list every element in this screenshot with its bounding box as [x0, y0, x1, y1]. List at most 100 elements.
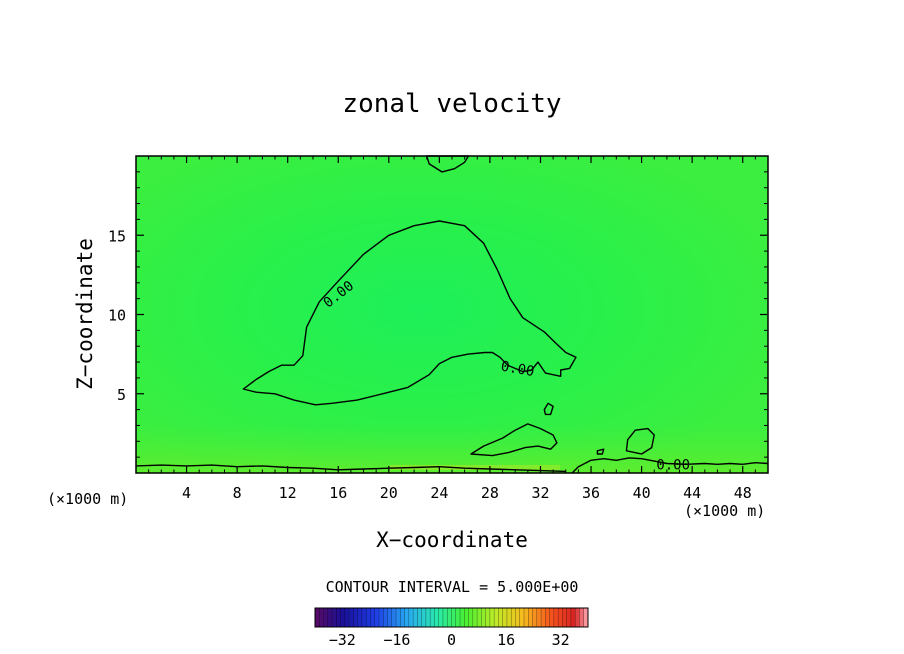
colorbar-segment: [472, 608, 478, 627]
colorbar-segment: [336, 608, 341, 627]
colorbar-segment: [583, 608, 589, 627]
colorbar-segment: [566, 608, 572, 627]
colorbar-segment: [323, 608, 329, 627]
colorbar-frame: [314, 607, 589, 628]
colorbar-segment: [378, 608, 384, 627]
colorbar-segment: [468, 608, 474, 627]
colorbar-tick-label: 0: [447, 631, 456, 649]
colorbar-segment: [361, 608, 367, 627]
colorbar: −32 −16 0 16 32: [314, 607, 589, 649]
colorbar-segment: [579, 608, 585, 627]
colorbar-segment: [408, 608, 414, 627]
zero-contour-small-2: [625, 427, 655, 455]
x-tick-label: 12: [279, 484, 297, 502]
colorbar-segment: [404, 608, 410, 627]
colorbar-segment: [340, 608, 346, 627]
colorbar-segment: [400, 608, 405, 627]
zero-contour-bottom-left: [135, 464, 566, 473]
colorbar-segment: [511, 608, 516, 627]
colorbar-segment: [370, 608, 376, 627]
x-tick-label: 48: [734, 484, 752, 502]
x-tick-label: 16: [329, 484, 347, 502]
x-axis-label: X−coordinate: [376, 528, 528, 552]
x-tick-label: 28: [481, 484, 499, 502]
colorbar-tick-label: 32: [552, 631, 570, 649]
colorbar-segment: [519, 608, 525, 627]
contour-lines: [135, 155, 769, 474]
colorbar-tick-label: 16: [497, 631, 515, 649]
colorbar-segment: [536, 608, 542, 627]
colorbar-segment: [570, 608, 576, 627]
colorbar-segment: [460, 608, 465, 627]
colorbar-segment: [528, 608, 533, 627]
x-ticks: 4 8 12 16 20 24 28 32 36 40 44 48: [148, 156, 756, 502]
colorbar-segment: [545, 608, 550, 627]
colorbar-segment: [524, 608, 529, 627]
colorbar-segment: [421, 608, 427, 627]
colorbar-segment: [417, 608, 422, 627]
colorbar-segment: [477, 608, 482, 627]
contour-label: 0.00: [500, 359, 536, 381]
x-unit-right: (×1000 m): [684, 502, 765, 520]
colorbar-segment: [353, 608, 358, 627]
colorbar-segment: [481, 608, 486, 627]
colorbar-segment: [442, 608, 448, 627]
contour-interval-text: CONTOUR INTERVAL = 5.000E+00: [326, 578, 579, 596]
x-tick-label: 20: [380, 484, 398, 502]
colorbar-segment: [366, 608, 371, 627]
colorbar-segment: [438, 608, 444, 627]
x-tick-label: 4: [182, 484, 191, 502]
colorbar-segment: [383, 608, 388, 627]
x-tick-label: 44: [683, 484, 701, 502]
colorbar-segment: [532, 608, 538, 627]
colorbar-segment: [391, 608, 397, 627]
colorbar-segment: [447, 608, 452, 627]
zero-contour-main: [242, 220, 577, 406]
colorbar-segment: [485, 608, 491, 627]
colorbar-segment: [332, 608, 337, 627]
colorbar-segment: [553, 608, 559, 627]
colorbar-segment: [430, 608, 435, 627]
colorbar-segment: [502, 608, 508, 627]
x-tick-label: 32: [531, 484, 549, 502]
zero-contour-small-1: [543, 402, 554, 416]
contour-field: [136, 156, 768, 473]
plot-area: 0.000.000.00 4 8 12 16 20 24 28 32 36 40 44 48 5101…: [108, 155, 769, 502]
y-axis-label: Z−coordinate: [73, 238, 97, 390]
colorbar-segment: [434, 608, 440, 627]
y-tick-label: 15: [108, 227, 126, 245]
colorbar-segment: [562, 608, 567, 627]
colorbar-segment: [387, 608, 393, 627]
colorbar-segments: [314, 608, 589, 627]
colorbar-segment: [413, 608, 418, 627]
colorbar-segment: [575, 608, 580, 627]
y-tick-label: 10: [108, 307, 126, 325]
colorbar-segment: [489, 608, 495, 627]
y-ticks: 5 10 15: [108, 171, 768, 458]
x-tick-label: 24: [430, 484, 448, 502]
colorbar-segment: [349, 608, 354, 627]
surface-yellow-band: [390, 465, 560, 470]
colorbar-segment: [549, 608, 555, 627]
colorbar-segment: [455, 608, 461, 627]
colorbar-segment: [541, 608, 546, 627]
colorbar-tick-label: −32: [329, 631, 356, 649]
x-tick-label: 36: [582, 484, 600, 502]
colorbar-segment: [506, 608, 512, 627]
colorbar-segment: [515, 608, 521, 627]
colorbar-segment: [344, 608, 350, 627]
colorbar-tick-label: −16: [383, 631, 410, 649]
colorbar-segment: [451, 608, 457, 627]
x-tick-label: 8: [233, 484, 242, 502]
colorbar-ticks: −32 −16 0 16 32: [329, 631, 570, 649]
zero-contour-low-mid: [470, 423, 558, 457]
contour-label: 0.00: [656, 457, 690, 473]
colorbar-segment: [357, 608, 363, 627]
zero-contour-small-3: [596, 448, 605, 455]
colorbar-segment: [315, 608, 320, 627]
colorbar-segment: [558, 608, 563, 627]
x-unit-left: (×1000 m): [47, 490, 128, 508]
colorbar-segment: [425, 608, 431, 627]
colorbar-segment: [464, 608, 469, 627]
colorbar-segment: [327, 608, 333, 627]
